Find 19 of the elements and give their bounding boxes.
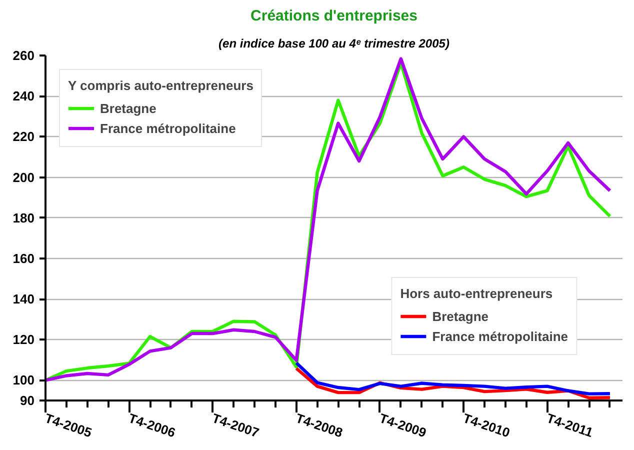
y-tick-label: 90 [20,393,35,408]
y-tick-label: 220 [12,129,35,144]
chart-title: Créations d'entreprises [250,8,418,24]
chart-subtitle: (en indice base 100 au 4ᵉ trimestre 2005) [218,36,450,50]
legend-label: Bretagne [432,308,489,324]
y-tick-label: 120 [12,332,35,348]
legend-label: Bretagne [100,100,156,116]
text: Y compris auto-entrepreneurs [68,78,254,93]
text: Hors auto-entrepreneurs [400,286,553,301]
y-tick-label: 160 [12,250,35,266]
y-tick-label: 260 [12,48,35,63]
legend-label: France métropolitaine [432,328,568,344]
line-series [294,361,612,396]
y-tick-label: 100 [12,372,35,388]
y-tick-label: 140 [12,292,35,307]
y-tick-label: 180 [12,210,35,226]
legend-label: France métropolitaine [100,120,236,136]
y-tick-label: 240 [12,88,35,104]
y-tick-label: 200 [12,170,35,185]
